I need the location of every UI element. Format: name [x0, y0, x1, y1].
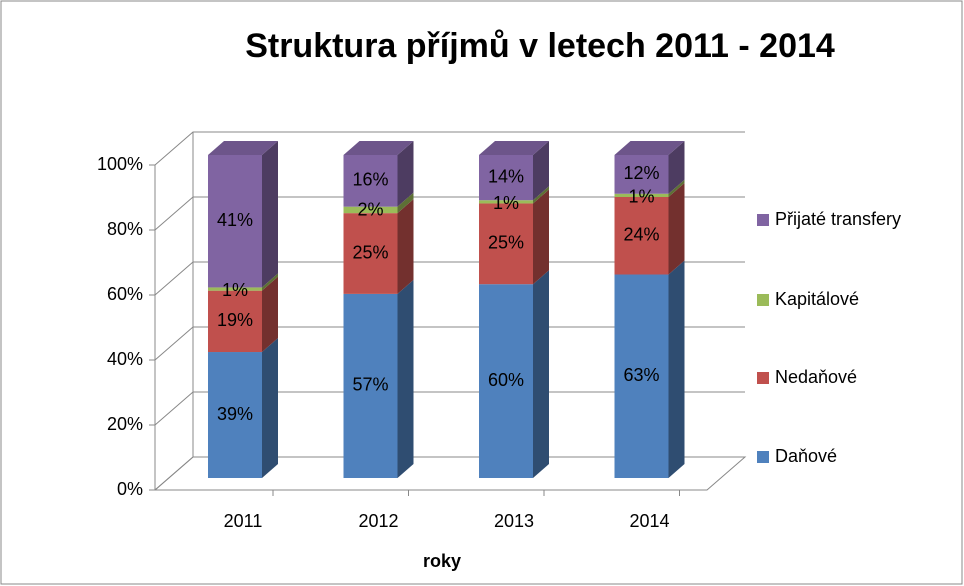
legend-label: Daňové: [775, 446, 837, 466]
bar-side: [668, 182, 685, 275]
bar-segment: [343, 293, 398, 478]
bar-side: [533, 189, 549, 285]
data-label: 1%: [222, 280, 248, 300]
bar-side: [262, 141, 278, 288]
bar-side: [262, 273, 278, 291]
legend-label: Nedaňové: [775, 367, 857, 387]
data-label: 2%: [357, 199, 383, 219]
bar-segment: [343, 206, 398, 214]
bar-side: [262, 338, 278, 478]
bar-top: [479, 141, 549, 155]
y-tick-label: 80%: [107, 219, 143, 239]
bar-side: [668, 179, 685, 197]
bar-segment: [479, 284, 533, 478]
bar-side: [533, 141, 549, 201]
legend-label: Přijaté transfery: [775, 209, 901, 229]
bar-segment: [479, 203, 533, 285]
bar-side: [668, 260, 685, 478]
y-tick-label: 0%: [117, 479, 143, 499]
data-label: 1%: [628, 187, 654, 207]
y-tick-label: 40%: [107, 349, 143, 369]
bar-segment: [208, 155, 262, 288]
bar-side: [668, 141, 685, 194]
legend-swatch: [757, 451, 769, 463]
data-label: 57%: [352, 375, 388, 395]
bar-segment: [614, 155, 669, 194]
bar-side: [397, 192, 414, 214]
data-label: 25%: [352, 242, 388, 262]
data-label: 16%: [352, 170, 388, 190]
legend-swatch: [757, 294, 769, 306]
legend-swatch: [757, 372, 769, 384]
bar-side: [397, 199, 414, 294]
x-tick-label: 2014: [629, 511, 669, 531]
bar-side: [397, 141, 414, 207]
data-label: 25%: [488, 233, 524, 253]
y-tick-label: 20%: [107, 414, 143, 434]
legend-swatch: [757, 214, 769, 226]
x-tick-label: 2013: [494, 511, 534, 531]
x-axis-label: roky: [423, 551, 461, 571]
bar-side: [397, 279, 414, 478]
x-tick-label: 2011: [224, 511, 263, 531]
bar-top: [614, 141, 685, 155]
y-tick-label: 100%: [97, 154, 143, 174]
bar-side: [533, 270, 549, 478]
data-label: 41%: [217, 210, 253, 230]
data-label: 19%: [217, 310, 253, 330]
bar-segment: [614, 193, 669, 197]
bar-segment: [343, 213, 398, 294]
y-tick-label: 60%: [107, 284, 143, 304]
data-label: 1%: [493, 193, 519, 213]
data-label: 14%: [488, 166, 524, 186]
bar-segment: [614, 196, 669, 275]
data-label: 60%: [488, 370, 524, 390]
bar-segment: [208, 352, 262, 478]
bar-segment: [208, 290, 262, 353]
bar-side: [533, 186, 549, 204]
data-label: 39%: [217, 404, 253, 424]
legend-label: Kapitálové: [775, 289, 859, 309]
data-label: 63%: [623, 365, 659, 385]
x-tick-label: 2012: [358, 511, 398, 531]
chart-title: Struktura příjmů v letech 2011 - 2014: [245, 27, 835, 65]
bar-top: [208, 141, 278, 155]
bar-side: [262, 276, 278, 353]
bar-segment: [479, 155, 533, 201]
data-label: 12%: [623, 163, 659, 183]
bar-segment: [614, 274, 669, 478]
bar-segment: [208, 287, 262, 291]
bar-segment: [343, 155, 398, 207]
bar-top: [343, 141, 414, 155]
data-label: 24%: [623, 225, 659, 245]
bar-segment: [479, 200, 533, 204]
